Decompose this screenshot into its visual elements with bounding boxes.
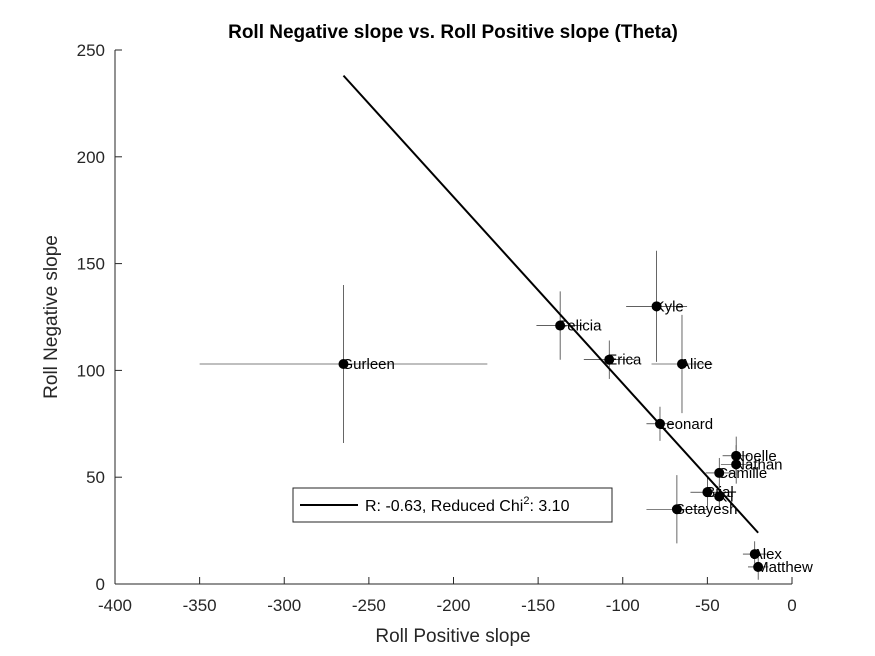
y-axis-title: Roll Negative slope xyxy=(41,235,62,399)
data-point xyxy=(555,320,566,331)
data-point xyxy=(731,450,742,461)
data-point xyxy=(654,418,665,429)
data-point xyxy=(702,487,713,498)
legend-text-suffix: : 3.10 xyxy=(529,498,569,515)
data-point xyxy=(749,549,760,560)
y-tick-label: 200 xyxy=(77,148,105,167)
legend: R: -0.63, Reduced Chi2: 3.10 xyxy=(292,487,613,523)
point-label: KT xyxy=(717,488,736,505)
chart-title: Roll Negative slope vs. Roll Positive sl… xyxy=(228,22,678,43)
y-tick-label: 0 xyxy=(96,575,105,594)
y-tick-label: 50 xyxy=(86,468,105,487)
x-tick-label: -250 xyxy=(352,596,386,615)
data-point xyxy=(604,354,615,365)
x-tick-label: -400 xyxy=(98,596,132,615)
y-tick-label: 250 xyxy=(77,41,105,60)
data-point xyxy=(731,459,742,470)
point-label: Camille xyxy=(717,465,767,482)
y-tick-label: 150 xyxy=(77,255,105,274)
point-label: Alex xyxy=(753,546,783,563)
point-label: Setayesh xyxy=(675,501,738,518)
data-point xyxy=(714,491,725,502)
y-tick-label: 100 xyxy=(77,361,105,380)
data-point xyxy=(338,358,349,369)
x-tick-label: -200 xyxy=(436,596,470,615)
x-tick-label: -100 xyxy=(606,596,640,615)
x-tick-label: -50 xyxy=(695,596,720,615)
point-label: Felicia xyxy=(558,318,602,335)
point-label: Alice xyxy=(680,356,713,373)
data-points xyxy=(338,301,764,572)
legend-superscript: 2 xyxy=(523,495,529,507)
x-axis-title: Roll Positive slope xyxy=(375,626,530,647)
point-label: Kyle xyxy=(655,298,684,315)
data-point xyxy=(753,561,764,572)
legend-text-main: R: -0.63, Reduced Chi xyxy=(365,498,523,515)
x-tick-label: -150 xyxy=(521,596,555,615)
point-label: Nathan xyxy=(734,456,782,473)
data-point xyxy=(714,467,725,478)
x-tick-label: -300 xyxy=(267,596,301,615)
point-label: Gurleen xyxy=(341,356,394,373)
x-tick-label: -350 xyxy=(183,596,217,615)
point-label: Matthew xyxy=(756,559,813,576)
point-label: Leonard xyxy=(658,416,713,433)
point-labels: Gurleen Felicia Erica Kyle Alice Leonard Noell… xyxy=(341,298,813,576)
data-point xyxy=(651,301,662,312)
point-label: Erica xyxy=(607,352,642,369)
point-label: Bijal xyxy=(705,484,733,501)
x-tick-label: 0 xyxy=(787,596,796,615)
data-point xyxy=(671,504,682,515)
legend-label: R: -0.63, Reduced Chi2: 3.10 xyxy=(365,495,570,515)
fit-line xyxy=(342,74,759,534)
axes: -400 -350 -300 -250 -200 -150 -100 -50 0 0 50 100 15… xyxy=(77,41,797,615)
data-point xyxy=(676,358,687,369)
point-label: Noelle xyxy=(734,448,777,465)
fit-line-group xyxy=(342,74,759,534)
